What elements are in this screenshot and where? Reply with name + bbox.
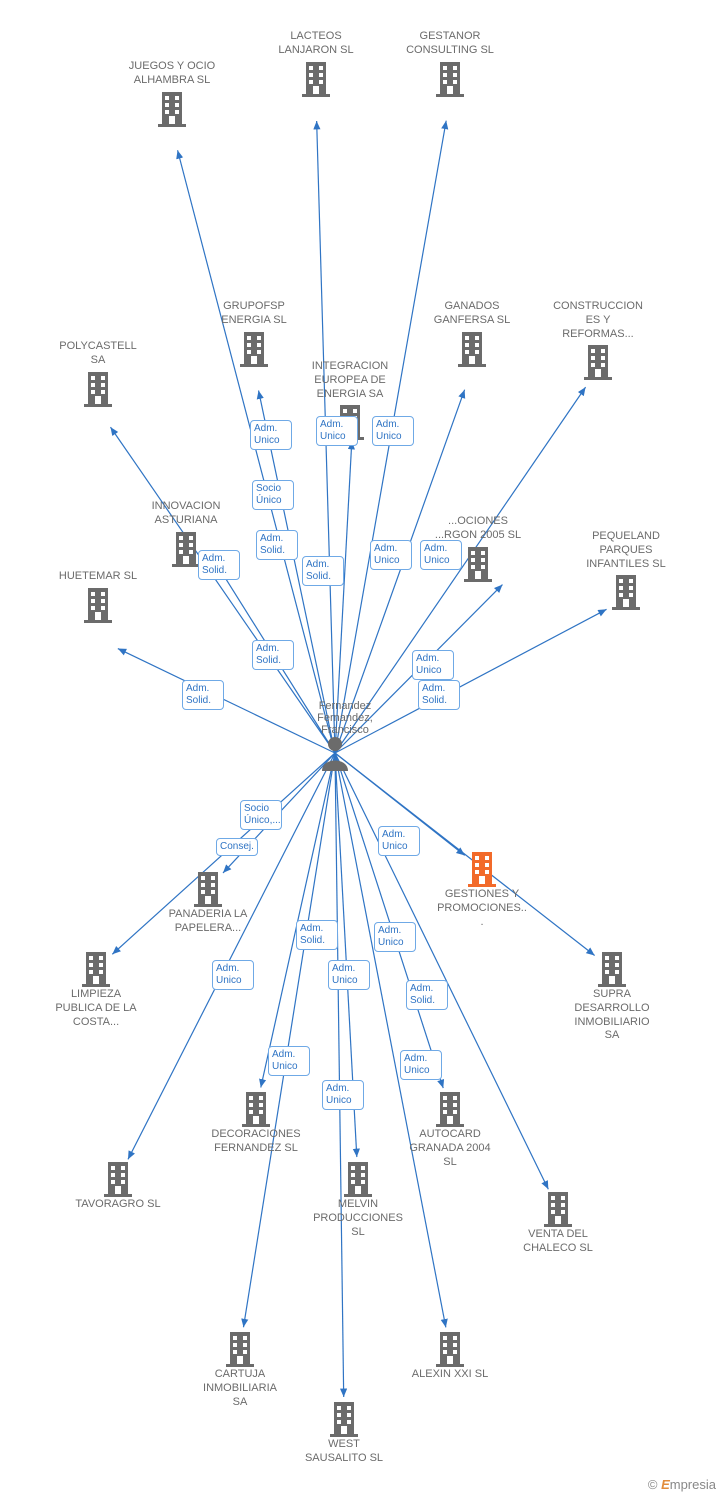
edges-layer: [0, 0, 728, 1500]
company-label: PEQUELAND PARQUES INFANTILES SL: [581, 530, 671, 571]
company-node[interactable]: LIMPIEZA PUBLICA DE LA COSTA...: [51, 950, 141, 1031]
edge-role-label: Adm. Unico: [378, 826, 420, 856]
diagram-canvas: Fernandez Fernandez, Francisco JUEGOS Y O…: [0, 0, 728, 1500]
edge-role-label: Adm. Unico: [370, 540, 412, 570]
edge-role-label: Adm. Solid.: [296, 920, 338, 950]
building-icon: [454, 330, 490, 368]
building-icon: [340, 1160, 376, 1198]
building-icon: [236, 330, 272, 368]
company-node[interactable]: GRUPOFSP ENERGIA SL: [209, 300, 299, 368]
building-icon: [464, 850, 500, 888]
company-label: MELVIN PRODUCCIONES SL: [313, 1198, 403, 1239]
company-node[interactable]: ALEXIN XXI SL: [405, 1330, 495, 1384]
edge-role-label: Adm. Solid.: [406, 980, 448, 1010]
company-node[interactable]: PANADERIA LA PAPELERA...: [163, 870, 253, 938]
building-icon: [190, 870, 226, 908]
company-node[interactable]: PEQUELAND PARQUES INFANTILES SL: [581, 530, 671, 611]
company-node[interactable]: WEST SAUSALITO SL: [299, 1400, 389, 1468]
watermark: © Empresia: [648, 1477, 716, 1492]
company-label: CONSTRUCCIONES Y REFORMAS...: [553, 300, 643, 341]
company-label: JUEGOS Y OCIO ALHAMBRA SL: [127, 60, 217, 88]
building-icon: [432, 1090, 468, 1128]
company-label: WEST SAUSALITO SL: [299, 1438, 389, 1466]
company-label: CARTUJA INMOBILIARIA SA: [195, 1368, 285, 1409]
company-label: GESTIONES Y PROMOCIONES...: [437, 888, 527, 929]
building-icon: [78, 950, 114, 988]
company-label: SUPRA DESARROLLO INMOBILIARIO SA: [567, 988, 657, 1043]
company-node[interactable]: CARTUJA INMOBILIARIA SA: [195, 1330, 285, 1411]
edge-role-label: Adm. Unico: [328, 960, 370, 990]
edge-role-label: Adm. Solid.: [198, 550, 240, 580]
company-node[interactable]: JUEGOS Y OCIO ALHAMBRA SL: [127, 60, 217, 128]
edge-role-label: Adm. Solid.: [302, 556, 344, 586]
company-label: TAVORAGRO SL: [73, 1198, 163, 1212]
building-icon: [580, 343, 616, 381]
edge-role-label: Socio Único: [252, 480, 294, 510]
building-icon: [298, 60, 334, 98]
company-label: INNOVACION ASTURIANA: [141, 500, 231, 528]
company-label: VENTA DEL CHALECO SL: [513, 1228, 603, 1256]
company-label: ...OCIONES ...RGON 2005 SL: [433, 515, 523, 543]
edge-role-label: Adm. Unico: [420, 540, 462, 570]
edge-role-label: Adm. Unico: [374, 922, 416, 952]
edge-role-label: Adm. Solid.: [252, 640, 294, 670]
company-node[interactable]: SUPRA DESARROLLO INMOBILIARIO SA: [567, 950, 657, 1045]
building-icon: [80, 370, 116, 408]
edge-role-label: Adm. Unico: [212, 960, 254, 990]
company-label: LACTEOS LANJARON SL: [271, 30, 361, 58]
edge-role-label: Adm. Unico: [250, 420, 292, 450]
company-node[interactable]: DECORACIONES FERNANDEZ SL: [211, 1090, 301, 1158]
building-icon: [100, 1160, 136, 1198]
building-icon: [154, 90, 190, 128]
company-node[interactable]: TAVORAGRO SL: [73, 1160, 163, 1214]
company-node[interactable]: GESTANOR CONSULTING SL: [405, 30, 495, 98]
company-node[interactable]: LACTEOS LANJARON SL: [271, 30, 361, 98]
person-icon: [320, 735, 350, 771]
center-person[interactable]: [320, 735, 350, 771]
edge-role-label: Adm. Solid.: [418, 680, 460, 710]
company-label: GRUPOFSP ENERGIA SL: [209, 300, 299, 328]
edge-role-label: Adm. Unico: [400, 1050, 442, 1080]
building-icon: [432, 60, 468, 98]
edge-role-label: Adm. Unico: [268, 1046, 310, 1076]
edge-role-label: Socio Único,...: [240, 800, 282, 830]
company-label: POLYCASTELL SA: [53, 340, 143, 368]
edge-role-label: Adm. Solid.: [182, 680, 224, 710]
edge-role-label: Adm. Unico: [322, 1080, 364, 1110]
building-icon: [608, 573, 644, 611]
company-label: GANADOS GANFERSA SL: [427, 300, 517, 328]
company-label: HUETEMAR SL: [53, 570, 143, 584]
company-label: LIMPIEZA PUBLICA DE LA COSTA...: [51, 988, 141, 1029]
building-icon: [238, 1090, 274, 1128]
building-icon: [80, 586, 116, 624]
building-icon: [594, 950, 630, 988]
company-label: AUTOCARD GRANADA 2004 SL: [405, 1128, 495, 1169]
company-label: INTEGRACION EUROPEA DE ENERGIA SA: [305, 360, 395, 401]
edge-role-label: Adm. Solid.: [256, 530, 298, 560]
center-person-label: Fernandez Fernandez, Francisco: [300, 700, 390, 736]
building-icon: [432, 1330, 468, 1368]
company-node[interactable]: POLYCASTELL SA: [53, 340, 143, 408]
building-icon: [540, 1190, 576, 1228]
company-node[interactable]: AUTOCARD GRANADA 2004 SL: [405, 1090, 495, 1171]
building-icon: [460, 545, 496, 583]
edge-role-label: Consej.: [216, 838, 258, 856]
company-node[interactable]: CONSTRUCCIONES Y REFORMAS...: [553, 300, 643, 381]
company-node[interactable]: MELVIN PRODUCCIONES SL: [313, 1160, 403, 1241]
company-node[interactable]: VENTA DEL CHALECO SL: [513, 1190, 603, 1258]
company-label: GESTANOR CONSULTING SL: [405, 30, 495, 58]
building-icon: [222, 1330, 258, 1368]
company-node[interactable]: GANADOS GANFERSA SL: [427, 300, 517, 368]
edge-role-label: Adm. Unico: [372, 416, 414, 446]
company-node[interactable]: GESTIONES Y PROMOCIONES...: [437, 850, 527, 931]
building-icon: [326, 1400, 362, 1438]
company-label: DECORACIONES FERNANDEZ SL: [211, 1128, 301, 1156]
edge-role-label: Adm. Unico: [316, 416, 358, 446]
edge-role-label: Adm. Unico: [412, 650, 454, 680]
company-label: ALEXIN XXI SL: [405, 1368, 495, 1382]
company-node[interactable]: HUETEMAR SL: [53, 570, 143, 624]
company-label: PANADERIA LA PAPELERA...: [163, 908, 253, 936]
